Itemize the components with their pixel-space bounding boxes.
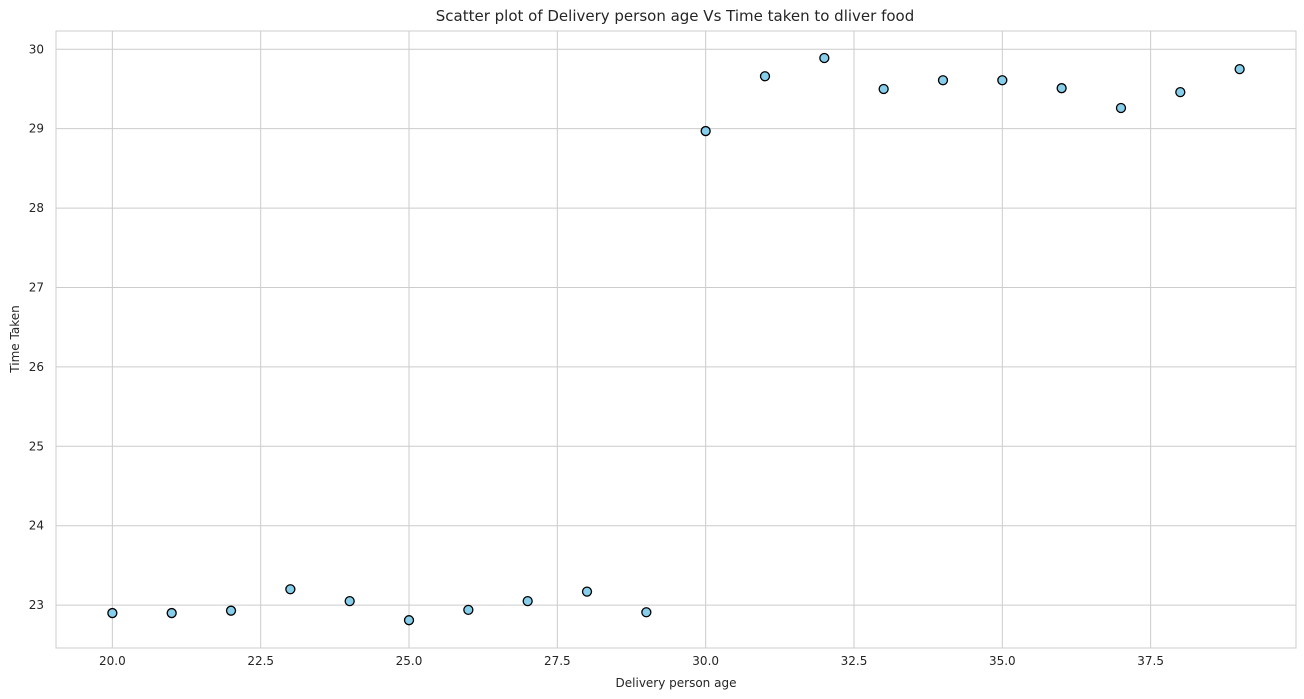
scatter-point — [819, 52, 830, 64]
y-tick-label: 27 — [29, 280, 44, 294]
data-points — [107, 52, 1245, 626]
scatter-point — [225, 605, 237, 616]
x-tick-label: 25.0 — [396, 654, 423, 668]
x-axis-ticks: 20.0 22.5 25.0 27.5 30.0 32.5 35.0 37.5 — [99, 654, 1164, 668]
plot-area — [55, 30, 1297, 649]
x-tick-label: 27.5 — [544, 654, 571, 668]
scatter-point — [1056, 83, 1067, 94]
x-tick-label: 32.5 — [841, 654, 868, 668]
y-axis-label: Time Taken — [8, 305, 22, 373]
scatter-point — [700, 125, 711, 137]
scatter-point — [344, 595, 355, 607]
x-axis-label: Delivery person age — [616, 676, 737, 690]
scatter-point — [997, 75, 1008, 86]
scatter-point — [285, 584, 296, 595]
x-tick-label: 20.0 — [99, 654, 126, 668]
scatter-point — [463, 604, 474, 616]
scatter-point — [641, 607, 652, 618]
y-tick-label: 26 — [29, 360, 44, 374]
y-tick-label: 23 — [29, 598, 44, 612]
scatter-point — [166, 607, 177, 619]
scatter-point — [403, 615, 415, 626]
grid — [56, 31, 1296, 648]
scatter-point — [107, 607, 118, 619]
x-tick-label: 30.0 — [692, 654, 719, 668]
scatter-point — [581, 586, 593, 597]
y-tick-label: 30 — [29, 42, 44, 56]
scatter-point — [522, 595, 533, 607]
x-tick-label: 22.5 — [247, 654, 274, 668]
x-tick-label: 37.5 — [1137, 654, 1164, 668]
scatter-point — [937, 75, 949, 86]
scatter-point — [1115, 102, 1127, 114]
y-tick-label: 29 — [29, 122, 44, 136]
y-tick-label: 28 — [29, 201, 44, 215]
scatter-point — [759, 71, 771, 82]
scatter-point — [1175, 86, 1186, 98]
scatter-point — [878, 83, 889, 95]
y-axis-ticks: 23 24 25 26 27 28 29 30 — [29, 42, 44, 612]
y-tick-label: 24 — [29, 519, 44, 533]
y-tick-label: 25 — [29, 439, 44, 453]
x-tick-label: 35.0 — [989, 654, 1016, 668]
chart-title: Scatter plot of Delivery person age Vs T… — [436, 7, 914, 25]
scatter-point — [1234, 63, 1245, 75]
